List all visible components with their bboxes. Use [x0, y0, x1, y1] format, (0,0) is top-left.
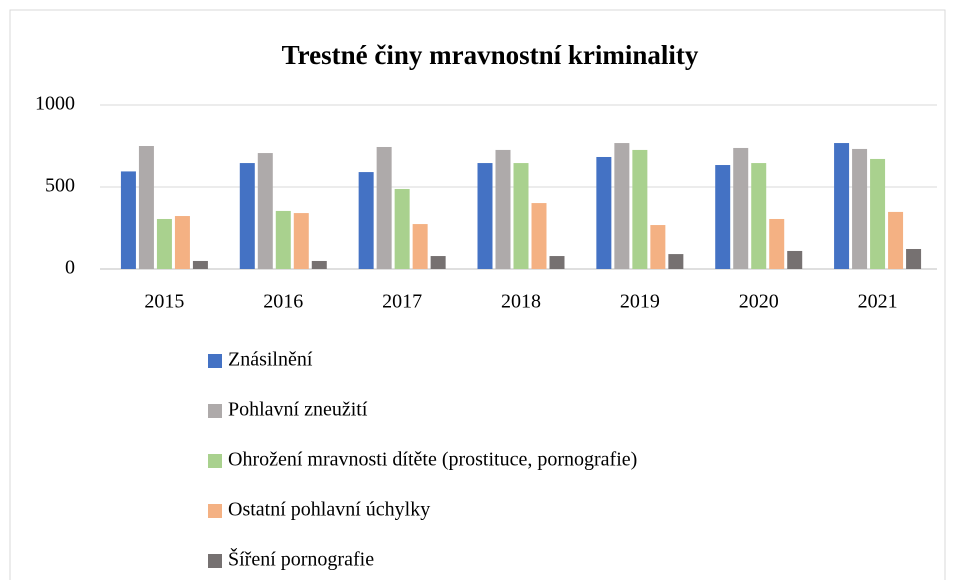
x-tick-label: 2018: [501, 291, 541, 313]
legend-label: Znásilnění: [228, 349, 313, 371]
y-tick-label: 1000: [35, 93, 75, 115]
bar: [870, 158, 886, 269]
bar: [513, 163, 529, 269]
y-tick-label: 0: [65, 257, 75, 279]
bar: [412, 224, 428, 269]
bar: [239, 163, 255, 269]
bar: [715, 165, 731, 269]
legend-swatch: [208, 504, 222, 518]
bar: [852, 148, 868, 269]
bar: [596, 156, 612, 269]
bar: [531, 203, 547, 269]
bar: [668, 254, 684, 269]
bar: [311, 260, 327, 269]
bar: [769, 218, 785, 269]
bar: [632, 149, 648, 269]
bar: [834, 143, 850, 269]
bar: [293, 213, 309, 269]
legend-swatch: [208, 354, 222, 368]
x-tick-label: 2016: [263, 291, 303, 313]
bar: [376, 146, 392, 269]
bar: [120, 171, 136, 269]
x-tick-label: 2020: [739, 291, 779, 313]
bar: [358, 172, 374, 269]
bar: [174, 216, 190, 269]
legend-swatch: [208, 554, 222, 568]
legend-label: Ostatní pohlavní úchylky: [228, 499, 430, 521]
bar: [192, 260, 208, 269]
y-tick-label: 500: [45, 175, 75, 197]
bar: [733, 147, 749, 269]
x-tick-label: 2015: [144, 291, 184, 313]
bar: [549, 256, 565, 269]
bar: [275, 210, 291, 269]
x-tick-label: 2017: [382, 291, 422, 313]
bar: [751, 163, 767, 269]
legend-swatch: [208, 404, 222, 418]
legend-label: Šíření pornografie: [228, 547, 374, 571]
bar: [156, 218, 172, 269]
bar: [430, 256, 446, 269]
bar: [394, 188, 410, 269]
x-tick-label: 2021: [858, 291, 898, 313]
bar: [888, 211, 904, 269]
legend-swatch: [208, 454, 222, 468]
bar: [614, 143, 630, 269]
bar: [495, 149, 511, 269]
bar: [650, 225, 666, 269]
bar: [787, 250, 803, 269]
bar: [477, 163, 493, 269]
legend-label: Ohrožení mravnosti dítěte (prostituce, p…: [228, 449, 637, 471]
x-tick-label: 2019: [620, 291, 660, 313]
chart-title: Trestné činy mravnostní kriminality: [282, 40, 699, 70]
bar: [257, 153, 273, 269]
legend-label: Pohlavní zneužití: [228, 399, 368, 421]
bar: [138, 146, 154, 269]
bar: [906, 248, 922, 269]
